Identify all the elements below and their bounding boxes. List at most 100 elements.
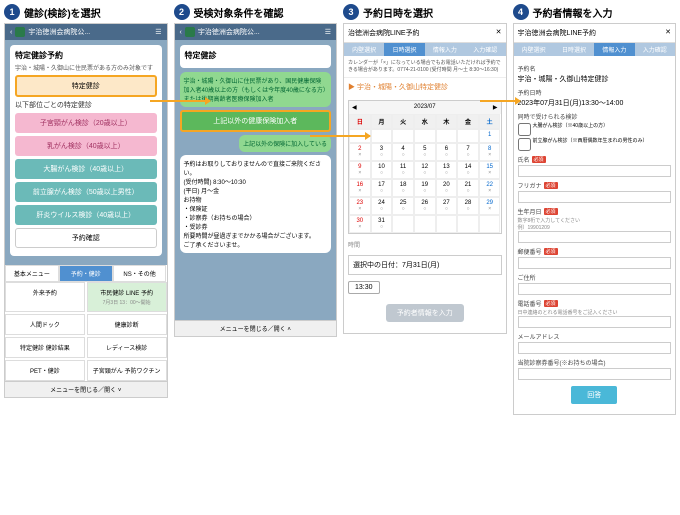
card-sub: 宇治・城陽・久御山に住民票がある方のみ対象です — [15, 63, 157, 72]
card-title-2: 特定健診 — [185, 50, 327, 61]
cal-day[interactable]: 6 — [436, 143, 458, 161]
cal-day[interactable]: 15 — [479, 161, 501, 179]
exam-btn-4[interactable]: 肝炎ウイルス検診（40歳以上） — [15, 205, 157, 225]
step-title-1: 健診(検診)を選択 — [24, 5, 101, 20]
input-card[interactable] — [518, 368, 672, 380]
cal-dow: 金 — [457, 114, 479, 129]
menu-icon[interactable]: ☰ — [325, 28, 331, 36]
exam-name: ▶ 宇治・城陽・久御山特定健診 — [344, 77, 506, 96]
cal-dow: 土 — [479, 114, 501, 129]
close-icon[interactable]: ✕ — [496, 28, 502, 38]
grid-6[interactable]: PET・健診 — [5, 360, 85, 381]
input-addr[interactable] — [518, 283, 672, 295]
label-addr: ご住所 — [518, 273, 672, 282]
submit-button[interactable]: 回答 — [571, 386, 617, 404]
title-card: 特定健診 — [180, 45, 332, 68]
input-tel[interactable] — [518, 316, 672, 328]
cal-day[interactable]: 19 — [414, 179, 436, 197]
step-num-4: 4 — [513, 4, 529, 20]
next-btn[interactable]: 予約者情報を入力 — [386, 304, 464, 322]
time-label: 時間 — [344, 238, 506, 251]
cal-day[interactable]: 29 — [479, 197, 501, 215]
prev-month-icon[interactable]: ◀ — [352, 104, 357, 111]
cal-day[interactable]: 16 — [349, 179, 371, 197]
cal-day[interactable]: 10 — [371, 161, 393, 179]
input-furi[interactable] — [518, 191, 672, 203]
cal-day[interactable]: 1 — [479, 129, 501, 143]
tab-0[interactable]: 基本メニュー — [5, 265, 59, 282]
calendar: ◀ 2023/07 ▶ 日月火水木金土123456789101112131415… — [348, 100, 502, 234]
grid-4[interactable]: 特定健診 健診結果 — [5, 337, 85, 358]
confirm-btn[interactable]: 予約確認 — [15, 228, 157, 248]
cal-day[interactable]: 17 — [371, 179, 393, 197]
tokutei-button[interactable]: 特定健診 — [15, 75, 157, 97]
exam-btn-2[interactable]: 大腸がん検診（40歳以上） — [15, 159, 157, 179]
cal-day[interactable]: 14 — [457, 161, 479, 179]
user-reply: 上記以外の保険に加入している — [239, 135, 331, 152]
grid-0[interactable]: 外来予約 — [5, 282, 85, 312]
step-title-4: 予約者情報を入力 — [533, 5, 613, 20]
cal-day[interactable]: 2 — [349, 143, 371, 161]
cal-day[interactable]: 26 — [414, 197, 436, 215]
exam-btn-1[interactable]: 乳がん検診（40歳以上） — [15, 136, 157, 156]
grid-3[interactable]: 健康診断 — [87, 314, 167, 335]
grid-2[interactable]: 人間ドック — [5, 314, 85, 335]
label-tel: 電話番号必須 — [518, 299, 672, 308]
opt-1[interactable]: 前立腺がん検診（※西暦偶数年生まれの男性のみ） — [518, 137, 672, 151]
cal-day[interactable]: 12 — [414, 161, 436, 179]
input-bd[interactable] — [518, 231, 672, 243]
tab-1[interactable]: 予約・健診 — [59, 265, 113, 282]
phone-3: 治徳洲会病院LINE予約 ✕ 内壁選択 日時選択 情報入力 入力確認 カレンダー… — [343, 23, 507, 334]
other-insurance-btn[interactable]: 上記以外の健康保険加入者 — [180, 110, 332, 132]
cal-day[interactable]: 8 — [479, 143, 501, 161]
cal-day[interactable]: 25 — [392, 197, 414, 215]
menu-footer[interactable]: メニューを閉じる／開く ˅ — [5, 381, 167, 397]
cal-day[interactable]: 3 — [371, 143, 393, 161]
next-month-icon[interactable]: ▶ — [493, 104, 498, 111]
cal-day[interactable]: 30 — [349, 215, 371, 233]
cal-day[interactable]: 22 — [479, 179, 501, 197]
grid-1[interactable]: 市民健診 LINE 予約7月3日 13：00～開始 — [87, 282, 167, 312]
menu-footer-2[interactable]: メニューを閉じる／開く ˄ — [175, 320, 337, 336]
input-post[interactable] — [518, 257, 672, 269]
grid-5[interactable]: レディース検診 — [87, 337, 167, 358]
back-icon[interactable]: ‹ — [10, 29, 12, 36]
cal-day[interactable]: 28 — [457, 197, 479, 215]
cal-day[interactable]: 27 — [436, 197, 458, 215]
back-icon[interactable]: ‹ — [180, 29, 182, 36]
panel-4: 4 予約者情報を入力 宇治徳洲会病院LINE予約 ✕ 内壁選択 日時選択 情報入… — [513, 4, 677, 415]
close-icon[interactable]: ✕ — [665, 28, 671, 38]
form-header: 宇治徳洲会病院LINE予約 ✕ — [514, 24, 676, 43]
cal-day[interactable]: 7 — [457, 143, 479, 161]
tab-2[interactable]: NS・その他 — [113, 265, 167, 282]
cal-day[interactable]: 20 — [436, 179, 458, 197]
menu-icon[interactable]: ☰ — [155, 28, 161, 36]
grid-7[interactable]: 子宮頸がん 予防ワクチン — [87, 360, 167, 381]
cal-day[interactable]: 18 — [392, 179, 414, 197]
selected-date: 選択中の日付：7月31日(月) — [348, 255, 502, 275]
cal-day[interactable]: 23 — [349, 197, 371, 215]
cal-day[interactable]: 5 — [414, 143, 436, 161]
exam-btn-3[interactable]: 前立腺がん検診（50歳以上男性） — [15, 182, 157, 202]
header-title: 宇治徳洲会病院公... — [198, 27, 260, 37]
value-dt: 2023年07月31日(月)13:30～14:00 — [518, 98, 672, 108]
label-bd: 生年月日必須 — [518, 207, 672, 216]
form: 予約名 宇治・城陽・久御山特定健診 予約日時 2023年07月31日(月)13:… — [514, 56, 676, 414]
cal-day[interactable]: 21 — [457, 179, 479, 197]
time-chip[interactable]: 13:30 — [348, 281, 380, 294]
input-shi[interactable] — [518, 165, 672, 177]
cal-day[interactable]: 24 — [371, 197, 393, 215]
hospital-icon — [15, 27, 25, 37]
tel-hint: 日中連絡のとれる電話番号をご記入ください — [518, 309, 672, 316]
cal-day[interactable]: 13 — [436, 161, 458, 179]
exam-btn-0[interactable]: 子宮頸がん検診（20歳以上） — [15, 113, 157, 133]
header-title: 宇治徳洲会病院公... — [28, 27, 90, 37]
cal-day[interactable]: 9 — [349, 161, 371, 179]
cal-day[interactable]: 4 — [392, 143, 414, 161]
cal-header: ◀ 2023/07 ▶ — [349, 101, 501, 114]
cal-day[interactable]: 11 — [392, 161, 414, 179]
input-mail[interactable] — [518, 342, 672, 354]
cal-day[interactable]: 31 — [371, 215, 393, 233]
opt-0[interactable]: 大腸がん検診（※40歳以上の方） — [518, 122, 672, 136]
cal-dow: 月 — [371, 114, 393, 129]
